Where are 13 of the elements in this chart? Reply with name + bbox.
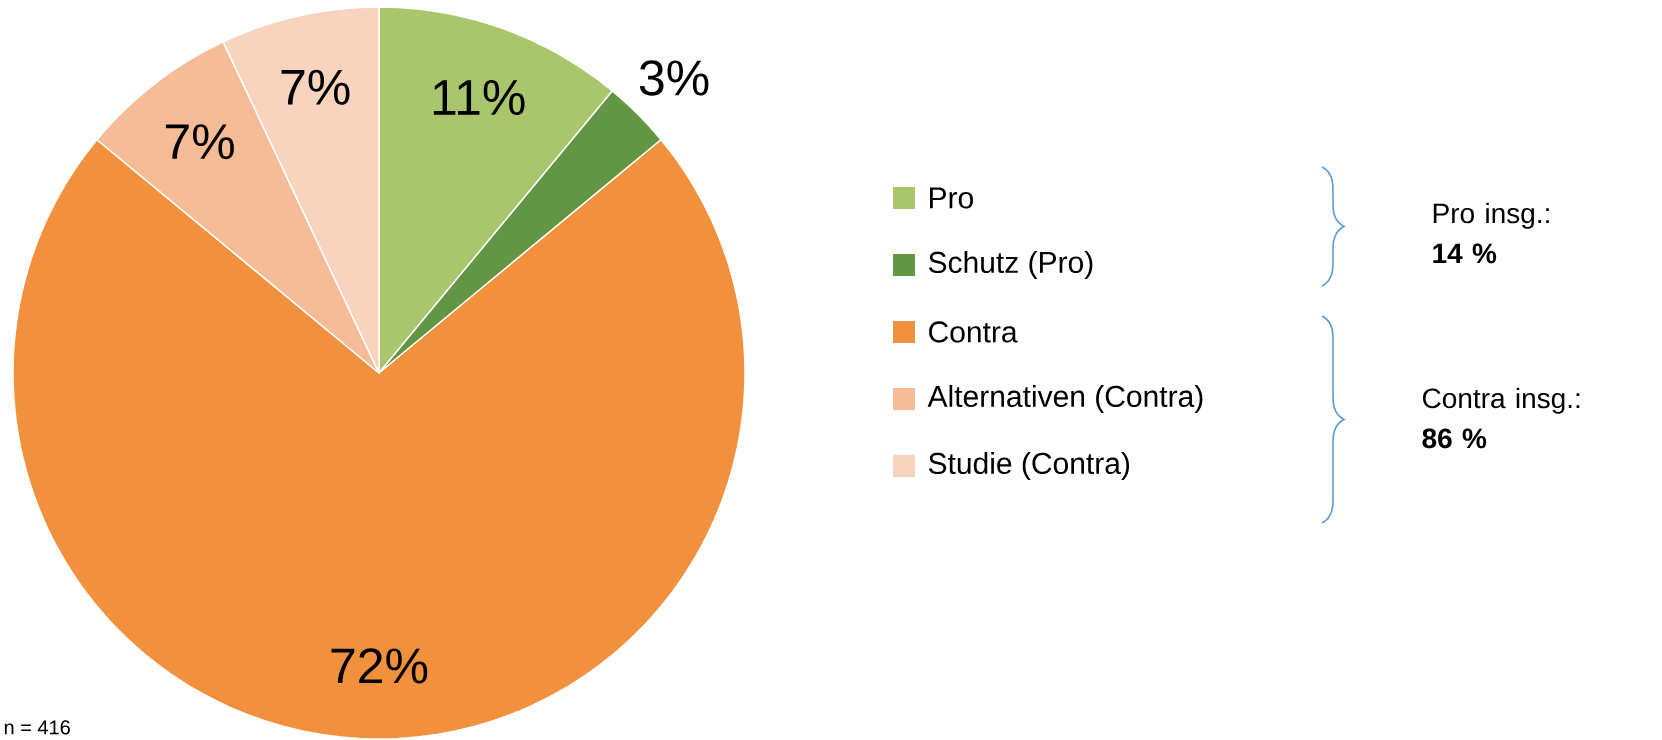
text: Contra insg.: 86 % xyxy=(1422,387,1580,449)
legend-label: Studie (Contra) xyxy=(928,452,1130,480)
data-label: 72% xyxy=(331,648,428,684)
data-label: 11% xyxy=(433,80,525,116)
legend-label: Contra xyxy=(929,321,1018,343)
legend-label: Pro xyxy=(930,187,973,209)
text: n = 416 xyxy=(4,720,70,735)
text: Pro insg.: 14 % xyxy=(1433,202,1549,264)
legend-label: Alternativen (Contra) xyxy=(927,385,1203,413)
data-label: 7% xyxy=(165,124,234,160)
data-label: 7% xyxy=(281,69,350,105)
data-label: 3% xyxy=(639,60,709,96)
legend-label: Schutz (Pro) xyxy=(928,251,1093,279)
